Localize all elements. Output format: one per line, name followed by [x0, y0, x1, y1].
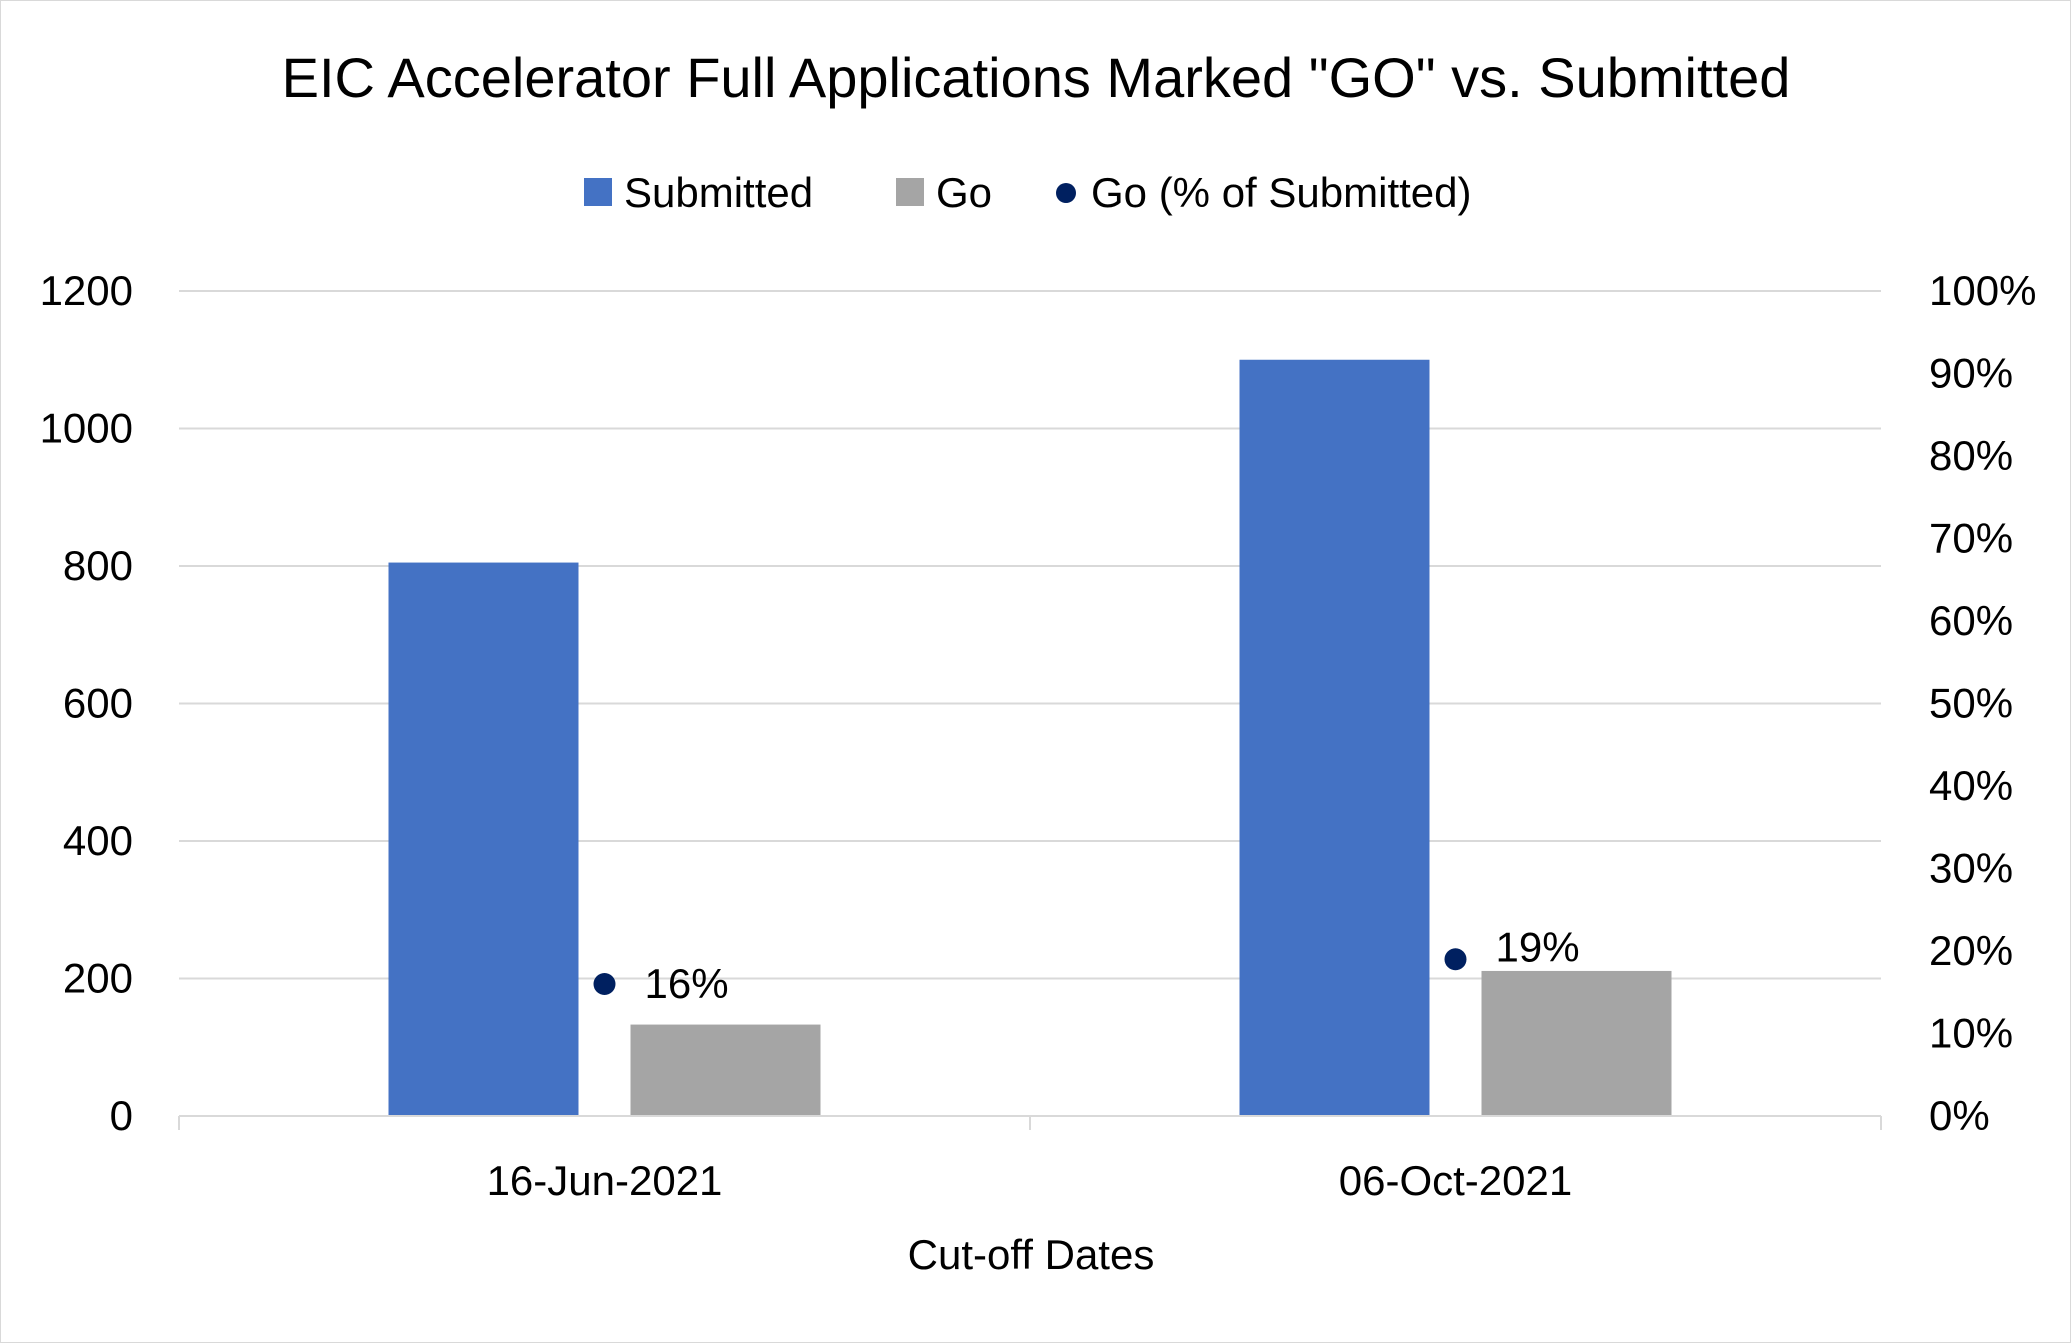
- chart-title: EIC Accelerator Full Applications Marked…: [282, 46, 1791, 109]
- y2-tick-label: 0%: [1929, 1092, 1990, 1139]
- legend-label-go: Go: [936, 169, 992, 216]
- bars: [388, 359, 1672, 1116]
- legend-marker-go-percent: [1056, 183, 1076, 203]
- y2-tick-label: 30%: [1929, 845, 2013, 892]
- y2-tick-label: 20%: [1929, 927, 2013, 974]
- percent-data-label: 19%: [1496, 923, 1580, 970]
- y-tick-label: 400: [63, 817, 133, 864]
- bar-submitted: [388, 562, 579, 1116]
- y-tick-label: 800: [63, 542, 133, 589]
- x-tick-label: 16-Jun-2021: [487, 1157, 723, 1204]
- bar-go: [1481, 970, 1672, 1116]
- percent-data-label: 16%: [645, 960, 729, 1007]
- y-tick-label: 200: [63, 955, 133, 1002]
- bar-go: [630, 1024, 821, 1116]
- right-axis: 0% 10% 20% 30% 40% 50% 60% 70% 80% 90% 100%: [1929, 267, 2036, 1139]
- y2-tick-label: 70%: [1929, 515, 2013, 562]
- y2-tick-label: 50%: [1929, 680, 2013, 727]
- y2-tick-label: 40%: [1929, 762, 2013, 809]
- legend-swatch-submitted: [584, 178, 612, 206]
- y-tick-label: 600: [63, 680, 133, 727]
- legend-label-go-percent: Go (% of Submitted): [1091, 169, 1471, 216]
- left-axis: 0 200 400 600 800 1000 1200: [40, 267, 133, 1139]
- legend-swatch-go: [896, 178, 924, 206]
- y-tick-label: 1000: [40, 405, 133, 452]
- x-axis: 16-Jun-2021 06-Oct-2021: [178, 1115, 1882, 1204]
- x-tick-label: 06-Oct-2021: [1339, 1157, 1572, 1204]
- y2-tick-label: 100%: [1929, 267, 2036, 314]
- y-tick-label: 0: [110, 1092, 133, 1139]
- y2-tick-label: 60%: [1929, 597, 2013, 644]
- percent-points: 16% 19%: [593, 923, 1580, 1007]
- percent-point: [593, 973, 616, 995]
- y2-tick-label: 10%: [1929, 1010, 2013, 1057]
- x-axis-title: Cut-off Dates: [908, 1231, 1155, 1278]
- y2-tick-label: 90%: [1929, 350, 2013, 397]
- y-tick-label: 1200: [40, 267, 133, 314]
- legend: Submitted Go Go (% of Submitted): [584, 169, 1471, 216]
- percent-point: [1444, 948, 1467, 971]
- bar-submitted: [1239, 359, 1430, 1116]
- y2-tick-label: 80%: [1929, 432, 2013, 479]
- legend-label-submitted: Submitted: [624, 169, 813, 216]
